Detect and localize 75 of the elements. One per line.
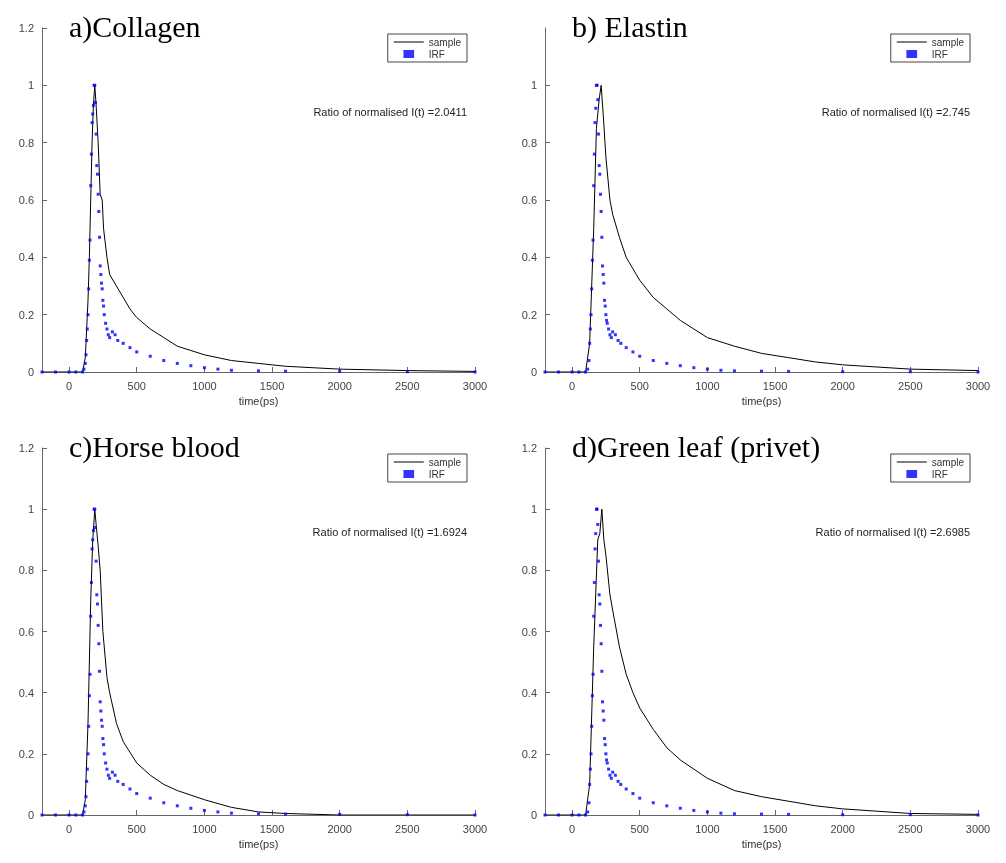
y-tick-label: 1.2 <box>521 442 537 454</box>
annotation: Ratio of normalised I(t) =1.6924 <box>312 525 467 538</box>
chart-title: a)Collagen <box>69 9 201 44</box>
x-tick-label: 3000 <box>965 822 991 835</box>
y-tick-label: 0 <box>530 809 537 821</box>
x-axis-title: time(ps) <box>238 838 279 851</box>
y-tick-label: 0.4 <box>18 686 34 699</box>
x-tick-label: 0 <box>569 822 576 835</box>
y-tick-label: 0.6 <box>18 194 34 206</box>
x-tick-label: 0 <box>66 822 73 835</box>
y-tick-label: 1.2 <box>18 442 34 454</box>
x-tick-label: 1000 <box>695 822 720 835</box>
x-tick-label: 1500 <box>762 822 788 835</box>
x-tick-label: 3000 <box>462 379 488 392</box>
y-tick-label: 0.6 <box>18 625 34 638</box>
y-tick-label: 0.4 <box>521 686 537 699</box>
y-tick-label: 0.8 <box>18 136 34 149</box>
legend-label: sample <box>931 36 965 48</box>
y-tick-label: 1 <box>530 79 537 92</box>
x-axis-title: time(ps) <box>741 838 782 851</box>
x-axis-title: time(ps) <box>741 395 782 408</box>
annotation: Ratio of normalised I(t) =2.0411 <box>313 105 468 118</box>
annotation: Ratio of normalised I(t) =2.6985 <box>815 525 970 538</box>
y-tick-label: 0.8 <box>18 564 34 577</box>
legend-label: sample <box>931 456 965 468</box>
x-tick-label: 2000 <box>830 379 855 392</box>
y-tick-label: 0.6 <box>521 625 537 638</box>
y-tick-label: 0.2 <box>18 747 34 760</box>
y-tick-label: 0.4 <box>521 251 537 264</box>
x-tick-label: 2500 <box>898 822 923 835</box>
annotation: Ratio of normalised I(t) =2.745 <box>821 105 971 118</box>
legend-label: IRF <box>428 468 445 480</box>
x-tick-label: 2000 <box>830 822 855 835</box>
y-tick-label: 0.8 <box>521 564 537 577</box>
chart-title: d)Green leaf (privet) <box>572 429 821 464</box>
x-axis-title: time(ps) <box>238 395 279 408</box>
x-tick-label: 2000 <box>327 379 352 392</box>
x-tick-label: 500 <box>127 379 146 392</box>
legend-label: IRF <box>931 468 948 480</box>
x-tick-label: 2500 <box>898 379 923 392</box>
x-tick-label: 2500 <box>395 822 420 835</box>
y-tick-label: 0.2 <box>18 308 34 321</box>
x-tick-label: 3000 <box>965 379 991 392</box>
y-tick-label: 1.2 <box>18 22 34 34</box>
y-tick-label: 0.4 <box>18 251 34 264</box>
x-tick-label: 500 <box>630 379 649 392</box>
x-tick-label: 1500 <box>259 822 285 835</box>
y-tick-label: 0 <box>530 366 537 378</box>
x-tick-label: 0 <box>569 379 576 392</box>
chart-title: b) Elastin <box>572 9 688 44</box>
y-tick-label: 1 <box>27 79 34 92</box>
x-tick-label: 3000 <box>462 822 488 835</box>
x-tick-label: 2000 <box>327 822 352 835</box>
y-tick-label: 0.8 <box>521 136 537 149</box>
legend-label: IRF <box>428 48 445 60</box>
y-tick-label: 0.2 <box>521 747 537 760</box>
y-tick-label: 1 <box>27 503 34 516</box>
legend-label: IRF <box>931 48 948 60</box>
x-tick-label: 1000 <box>695 379 720 392</box>
x-tick-label: 1000 <box>192 822 217 835</box>
x-tick-label: 1500 <box>259 379 285 392</box>
y-tick-label: 0 <box>27 366 34 378</box>
x-tick-label: 500 <box>127 822 146 835</box>
x-tick-label: 1500 <box>762 379 788 392</box>
legend-label: sample <box>428 36 462 48</box>
y-tick-label: 0 <box>27 809 34 821</box>
y-tick-label: 0.2 <box>521 308 537 321</box>
x-tick-label: 1000 <box>192 379 217 392</box>
chart-title: c)Horse blood <box>69 429 240 464</box>
x-tick-label: 500 <box>630 822 649 835</box>
y-tick-label: 1 <box>530 503 537 516</box>
legend-label: sample <box>428 456 462 468</box>
x-tick-label: 0 <box>66 379 73 392</box>
x-tick-label: 2500 <box>395 379 420 392</box>
y-tick-label: 0.6 <box>521 194 537 206</box>
